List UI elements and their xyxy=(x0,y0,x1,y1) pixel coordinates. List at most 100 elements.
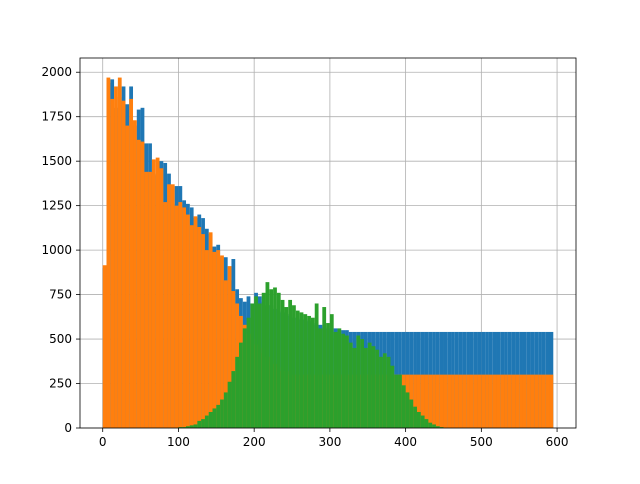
bar-series-2 xyxy=(212,251,217,428)
bar-series-2 xyxy=(454,374,459,428)
bar-series-3 xyxy=(337,328,342,428)
bar-series-2 xyxy=(170,184,175,428)
bar-series-2 xyxy=(473,374,478,428)
bar-series-3 xyxy=(189,425,194,428)
bar-series-3 xyxy=(333,331,338,428)
y-tick-label: 1500 xyxy=(41,154,72,168)
bar-series-3 xyxy=(398,374,402,428)
bar-series-2 xyxy=(451,374,455,428)
bar-series-3 xyxy=(382,353,387,428)
bar-series-3 xyxy=(428,422,433,428)
bar-series-2 xyxy=(136,139,141,429)
bar-series-3 xyxy=(375,349,380,428)
bar-series-2 xyxy=(530,374,535,428)
bar-series-2 xyxy=(549,374,554,428)
bar-series-3 xyxy=(292,305,296,428)
bar-series-3 xyxy=(348,342,353,428)
bar-series-3 xyxy=(401,385,406,428)
bar-series-2 xyxy=(129,98,134,429)
bar-series-3 xyxy=(379,356,383,428)
bar-series-2 xyxy=(492,374,497,428)
bar-series-3 xyxy=(276,292,281,428)
y-tick-label: 1250 xyxy=(41,199,72,213)
bar-series-3 xyxy=(231,371,236,428)
x-tick-label: 300 xyxy=(318,435,341,449)
bar-series-2 xyxy=(447,374,452,428)
bar-series-2 xyxy=(117,77,122,428)
bar-series-2 xyxy=(439,374,444,428)
bar-series-3 xyxy=(439,427,444,428)
bar-series-2 xyxy=(519,374,523,428)
bar-series-3 xyxy=(295,310,300,428)
bar-series-2 xyxy=(526,374,531,428)
bar-series-3 xyxy=(360,339,364,428)
bar-series-2 xyxy=(174,205,179,428)
bar-series-3 xyxy=(239,342,243,428)
bar-series-3 xyxy=(310,317,315,428)
bar-series-3 xyxy=(227,381,232,428)
y-tick-label: 250 xyxy=(49,377,72,391)
bar-series-2 xyxy=(140,141,145,428)
bar-series-2 xyxy=(227,266,232,428)
bar-series-2 xyxy=(481,374,486,428)
bar-series-3 xyxy=(326,323,330,428)
x-tick-label: 0 xyxy=(99,435,107,449)
bar-series-2 xyxy=(522,374,527,428)
bar-series-3 xyxy=(394,374,399,428)
bar-series-3 xyxy=(322,307,327,428)
bar-series-2 xyxy=(220,255,224,428)
y-tick-label: 0 xyxy=(64,421,72,435)
bar-series-3 xyxy=(367,342,372,428)
bar-series-2 xyxy=(106,77,111,428)
bar-series-3 xyxy=(269,289,274,428)
bar-series-3 xyxy=(386,356,391,428)
bar-series-3 xyxy=(371,346,376,428)
bar-series-2 xyxy=(420,374,425,428)
bar-series-2 xyxy=(193,216,198,428)
bar-series-2 xyxy=(428,374,433,428)
bar-series-2 xyxy=(511,374,516,428)
bar-series-2 xyxy=(231,291,236,428)
bar-series-2 xyxy=(204,250,209,428)
bar-series-3 xyxy=(201,419,205,428)
bar-series-3 xyxy=(257,303,262,428)
bar-series-3 xyxy=(288,299,293,428)
bar-series-2 xyxy=(500,374,505,428)
bar-series-2 xyxy=(507,374,512,428)
bar-series-2 xyxy=(155,157,160,428)
bar-series-3 xyxy=(356,335,361,428)
bar-series-3 xyxy=(420,415,425,428)
bar-series-2 xyxy=(197,226,202,428)
y-tick-label: 1000 xyxy=(41,243,72,257)
bar-series-3 xyxy=(363,347,368,428)
bar-series-3 xyxy=(220,399,224,428)
bar-series-3 xyxy=(416,411,421,428)
bar-series-2 xyxy=(443,374,448,428)
bar-series-3 xyxy=(409,399,414,428)
bar-series-3 xyxy=(242,328,247,428)
bar-series-3 xyxy=(345,335,349,428)
bar-series-3 xyxy=(265,282,270,428)
bar-series-2 xyxy=(133,120,137,428)
y-tick-label: 500 xyxy=(49,332,72,346)
x-tick-label: 200 xyxy=(243,435,266,449)
x-tick-label: 100 xyxy=(167,435,190,449)
bar-series-3 xyxy=(303,314,308,428)
bar-series-2 xyxy=(477,374,482,428)
bar-series-3 xyxy=(208,411,213,428)
bar-series-2 xyxy=(416,374,421,428)
bar-series-2 xyxy=(458,374,463,428)
bar-series-2 xyxy=(114,86,118,428)
bar-series-2 xyxy=(216,250,221,428)
x-tick-label: 500 xyxy=(470,435,493,449)
bar-series-3 xyxy=(254,296,258,428)
bar-series-3 xyxy=(261,292,266,428)
bar-series-3 xyxy=(405,392,410,428)
bar-series-2 xyxy=(435,374,440,428)
bar-series-2 xyxy=(538,374,542,428)
bar-series-2 xyxy=(469,374,474,428)
bar-series-3 xyxy=(390,365,395,428)
bar-series-2 xyxy=(201,234,205,428)
bar-series-2 xyxy=(208,232,213,428)
y-tick-label: 2000 xyxy=(41,65,72,79)
